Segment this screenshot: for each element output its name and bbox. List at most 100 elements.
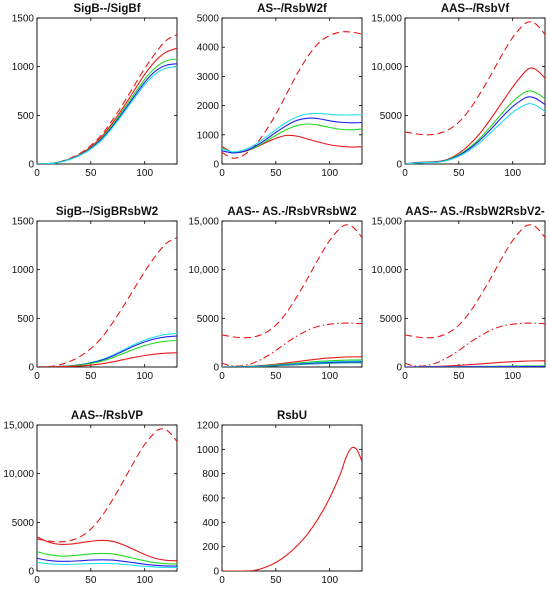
y-tick-label: 15,000 bbox=[371, 217, 402, 228]
y-tick-label: 5000 bbox=[380, 314, 403, 325]
series-line-red-solid bbox=[222, 446, 362, 571]
y-tick-label: 10,000 bbox=[188, 265, 219, 276]
series-line-red-dashed bbox=[37, 237, 177, 367]
series-group bbox=[37, 237, 177, 367]
y-tick-label: 5000 bbox=[380, 111, 403, 122]
x-tick-label: 0 bbox=[219, 168, 225, 179]
series-group bbox=[405, 224, 545, 367]
y-tick-label: 200 bbox=[202, 542, 219, 553]
axes-box bbox=[36, 424, 178, 572]
y-tick-label: 1200 bbox=[197, 421, 220, 432]
series-line-cyan-solid bbox=[222, 112, 362, 153]
x-tick-label: 100 bbox=[504, 168, 521, 179]
y-tick-label: 500 bbox=[17, 314, 34, 325]
series-line-teal-solid bbox=[222, 362, 362, 367]
series-line-red-solid bbox=[37, 536, 177, 562]
chart-title: AAS-- AS.-/RsbW2RsbV2- bbox=[405, 206, 545, 218]
x-tick-label: 100 bbox=[321, 371, 338, 382]
subplot-6: AAS-- AS.-/RsbW2RsbV2- 0 50 100 0 5000 10,000 1… bbox=[371, 206, 546, 382]
x-tick-label: 50 bbox=[85, 575, 97, 586]
series-group bbox=[222, 224, 362, 367]
x-tick-label: 0 bbox=[219, 575, 225, 586]
axes-box bbox=[36, 220, 178, 368]
axes-box bbox=[404, 220, 546, 368]
y-tick-label: 0 bbox=[28, 363, 34, 374]
series-line-red-dashed bbox=[405, 224, 545, 339]
series-line-red-dashed bbox=[37, 428, 177, 543]
y-tick-label: 10,000 bbox=[3, 469, 34, 480]
chart-title: AAS-- AS.-/RsbVRsbW2 bbox=[227, 206, 356, 218]
chart-title: AAS--/RsbVf bbox=[441, 3, 510, 15]
series-group bbox=[222, 31, 362, 159]
x-tick-label: 0 bbox=[34, 575, 40, 586]
y-tick-label: 4000 bbox=[197, 43, 220, 54]
series-line-blue-solid bbox=[222, 117, 362, 154]
x-tick-label: 100 bbox=[321, 575, 338, 586]
series-group bbox=[37, 34, 177, 164]
series-line-cyan-solid bbox=[405, 103, 545, 164]
chart-title: AS--/RsbW2f bbox=[257, 3, 327, 15]
x-tick-label: 50 bbox=[453, 371, 465, 382]
series-line-red-dashed bbox=[405, 21, 545, 136]
y-tick-label: 0 bbox=[28, 567, 34, 578]
y-tick-label: 0 bbox=[213, 160, 219, 171]
x-tick-label: 0 bbox=[402, 168, 408, 179]
x-tick-label: 100 bbox=[136, 168, 153, 179]
x-tick-label: 100 bbox=[136, 371, 153, 382]
x-tick-label: 0 bbox=[34, 168, 40, 179]
series-group bbox=[405, 21, 545, 164]
y-tick-label: 500 bbox=[17, 111, 34, 122]
x-tick-label: 50 bbox=[270, 575, 282, 586]
y-tick-label: 1000 bbox=[12, 265, 35, 276]
subplot-5: AAS-- AS.-/RsbVRsbW2 0 50 100 0 5000 10,000 15,… bbox=[188, 206, 363, 382]
series-group bbox=[222, 446, 362, 571]
subplot-3: AAS--/RsbVf 0 50 100 0 5000 10,000 15,000 bbox=[371, 3, 546, 179]
y-tick-label: 1500 bbox=[12, 217, 35, 228]
x-tick-label: 50 bbox=[270, 371, 282, 382]
y-tick-label: 10,000 bbox=[371, 62, 402, 73]
series-line-cyan-solid bbox=[37, 66, 177, 164]
subplot-7: AAS--/RsbVP 0 50 100 0 5000 10,000 15,000 bbox=[3, 410, 178, 586]
series-group bbox=[37, 428, 177, 569]
x-tick-label: 0 bbox=[34, 371, 40, 382]
x-tick-label: 50 bbox=[453, 168, 465, 179]
series-line-red-dashed bbox=[222, 31, 362, 159]
y-tick-label: 3000 bbox=[197, 72, 220, 83]
chart-title: SigB--/SigBf bbox=[73, 3, 140, 15]
x-tick-label: 100 bbox=[136, 575, 153, 586]
axes-box bbox=[404, 17, 546, 165]
y-tick-label: 5000 bbox=[197, 314, 220, 325]
axes-box bbox=[36, 17, 178, 165]
y-tick-label: 800 bbox=[202, 469, 219, 480]
y-tick-label: 400 bbox=[202, 518, 219, 529]
series-line-green-solid bbox=[37, 550, 177, 565]
series-line-blue-solid bbox=[37, 557, 177, 567]
y-tick-label: 0 bbox=[213, 363, 219, 374]
x-tick-label: 0 bbox=[219, 371, 225, 382]
y-tick-label: 1500 bbox=[12, 14, 35, 25]
chart-title: RsbU bbox=[277, 410, 307, 422]
x-tick-label: 50 bbox=[85, 168, 97, 179]
y-tick-label: 15,000 bbox=[371, 14, 402, 25]
axes-box bbox=[221, 17, 363, 165]
x-tick-label: 100 bbox=[504, 371, 521, 382]
series-line-red-dashdot bbox=[222, 322, 362, 367]
x-tick-label: 50 bbox=[85, 371, 97, 382]
y-tick-label: 0 bbox=[213, 567, 219, 578]
y-tick-label: 0 bbox=[28, 160, 34, 171]
y-tick-label: 2000 bbox=[197, 101, 220, 112]
x-tick-label: 100 bbox=[321, 168, 338, 179]
y-tick-label: 1000 bbox=[197, 445, 220, 456]
y-tick-label: 15,000 bbox=[188, 217, 219, 228]
chart-title: AAS--/RsbVP bbox=[71, 410, 144, 422]
y-tick-label: 0 bbox=[396, 160, 402, 171]
axes-box bbox=[221, 424, 363, 572]
series-line-red-dashed bbox=[222, 224, 362, 339]
y-tick-label: 1000 bbox=[197, 130, 220, 141]
series-line-red-dashdot bbox=[405, 322, 545, 367]
series-line-red-solid bbox=[37, 352, 177, 367]
